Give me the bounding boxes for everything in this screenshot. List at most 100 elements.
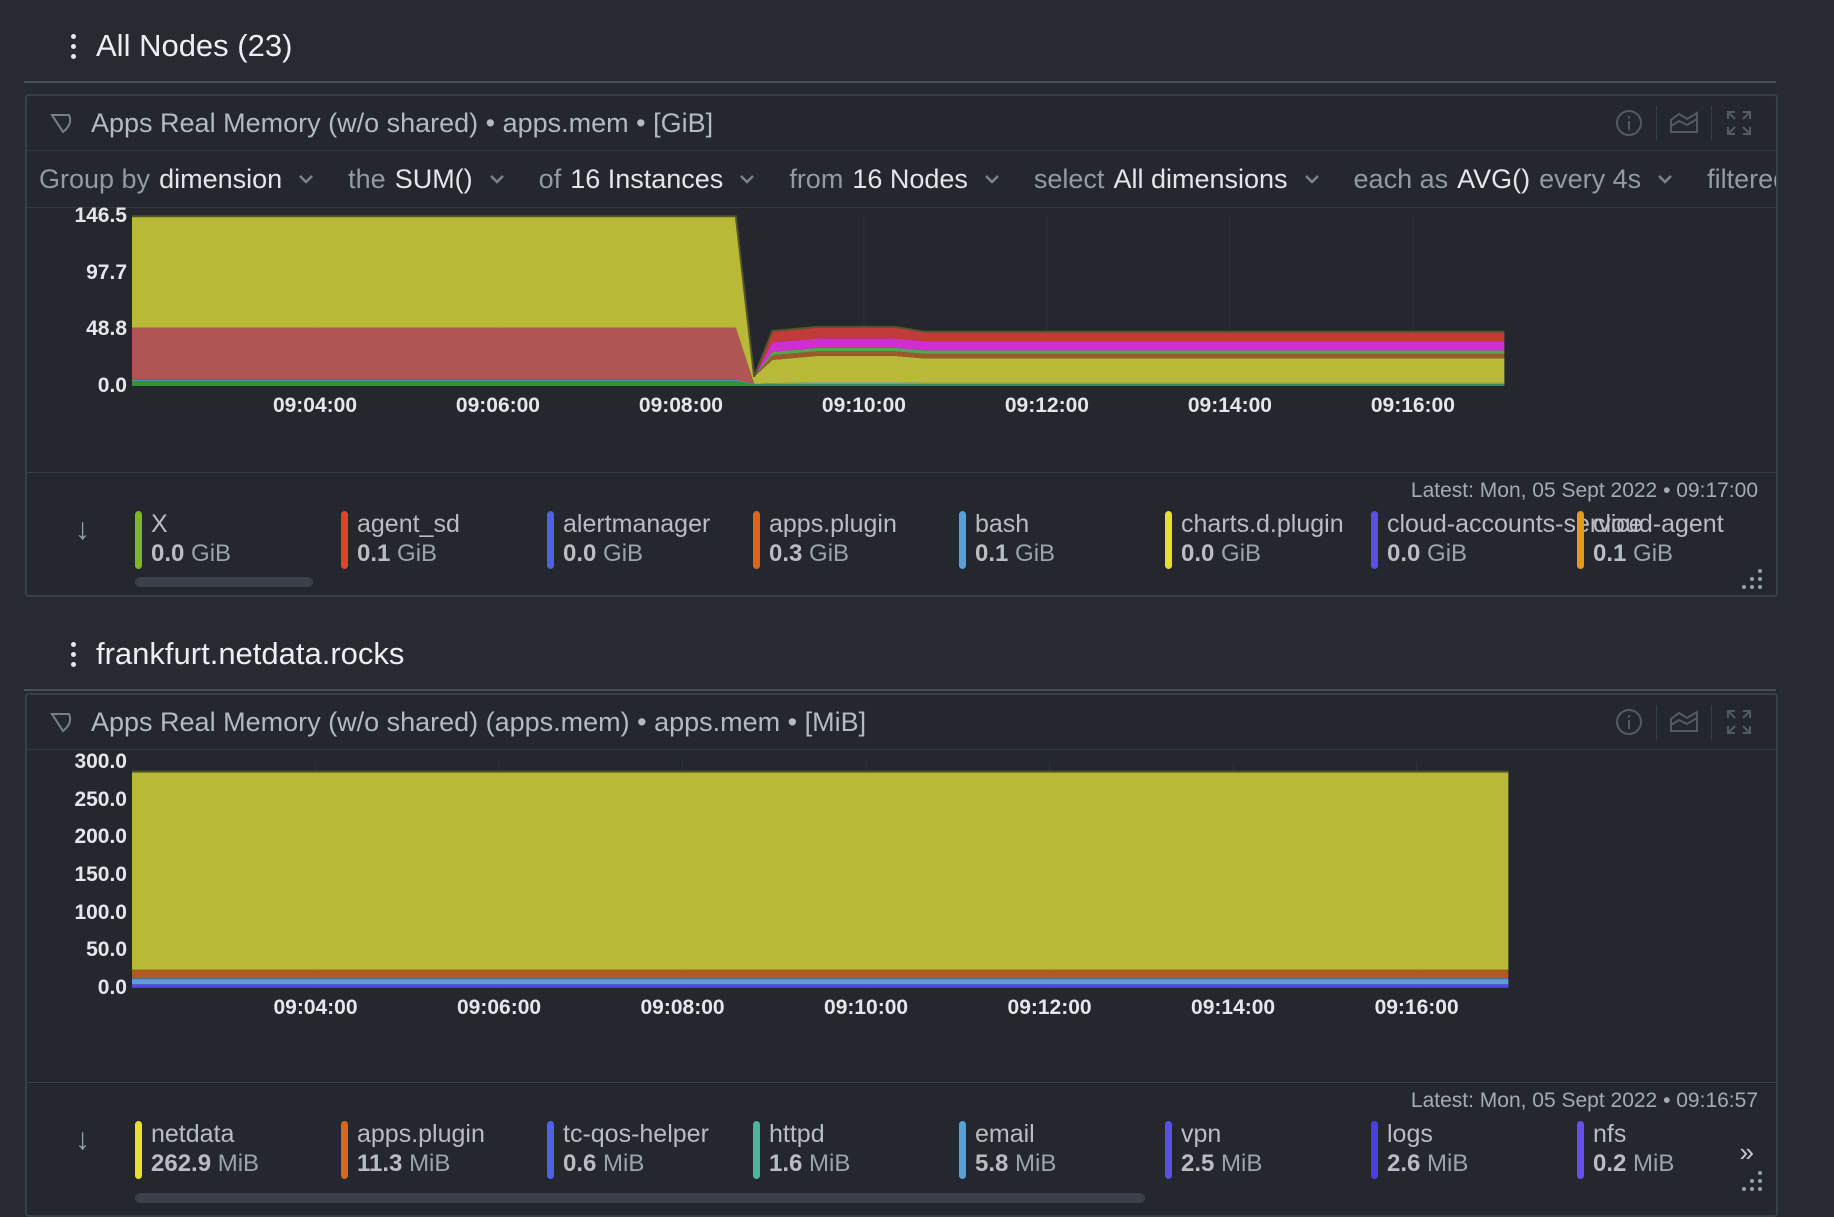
section-menu-icon[interactable]: [66, 642, 80, 667]
chevron-down-icon: [489, 173, 505, 185]
time-aggregation-prefix: each as: [1354, 164, 1449, 195]
legend-item-name: cloud-accounts-service: [1387, 509, 1577, 539]
section-header: frankfurt.netdata.rocks: [66, 626, 404, 682]
info-icon[interactable]: [1610, 104, 1648, 142]
nodes-dropdown[interactable]: from 16 Nodes: [789, 164, 1000, 195]
legend-item-name: httpd: [769, 1119, 959, 1149]
aggregation-dropdown[interactable]: the SUM(): [348, 164, 505, 195]
latest-timestamp: Latest: Mon, 05 Sept 2022 • 09:16:57: [1411, 1089, 1758, 1113]
instances-value: 16 Instances: [570, 164, 723, 195]
legend-item-name: cloud-agent: [1593, 509, 1778, 539]
x-tick-label: 09:04:00: [273, 996, 357, 1020]
chart-title: Apps Real Memory (w/o shared) • apps.mem…: [91, 108, 713, 139]
legend-item-value: 0.6 MiB: [563, 1149, 753, 1179]
series-area-logs: [132, 986, 1508, 988]
x-tick-label: 09:08:00: [641, 996, 725, 1020]
info-icon[interactable]: [1610, 703, 1648, 741]
fullscreen-icon[interactable]: [1720, 703, 1758, 741]
resize-grip-icon[interactable]: [1738, 565, 1764, 591]
y-tick-label: 300.0: [25, 750, 127, 774]
legend-swatch: [135, 1121, 142, 1179]
section-menu-icon[interactable]: [66, 34, 80, 59]
legend-scrollbar[interactable]: [135, 577, 313, 587]
chart-title: Apps Real Memory (w/o shared) (apps.mem)…: [91, 707, 866, 738]
legend-item-name: netdata: [151, 1119, 341, 1149]
legend-sort-arrow-icon[interactable]: ↓: [75, 1123, 90, 1157]
group-by-dimension-dropdown[interactable]: Group by dimension: [39, 164, 314, 195]
y-tick-label: 150.0: [25, 863, 127, 887]
nodes-prefix: from: [789, 164, 843, 195]
y-tick-label: 48.8: [25, 317, 127, 341]
legend-item-value: 0.0 GiB: [563, 539, 753, 569]
legend-item-name: tc-qos-helper: [563, 1119, 753, 1149]
legend-sort-arrow-icon[interactable]: ↓: [75, 513, 90, 547]
legend-item-value: 11.3 MiB: [357, 1149, 547, 1179]
resize-grip-icon[interactable]: [1738, 1167, 1764, 1193]
series-area-apps-plugin: [132, 970, 1508, 979]
legend-swatch: [135, 511, 142, 569]
legend-item-name: X: [151, 509, 341, 539]
chart-type-area-icon[interactable]: [1665, 104, 1703, 142]
time-aggregation-value: AVG(): [1457, 164, 1530, 195]
chevron-down-icon: [739, 173, 755, 185]
filtered-dropdown[interactable]: filtered: [1707, 164, 1776, 195]
chart-type-area-icon[interactable]: [1665, 703, 1703, 741]
legend-item-name: apps.plugin: [357, 1119, 547, 1149]
legend-item-value: 0.0 GiB: [151, 539, 341, 569]
legend-item-name: logs: [1387, 1119, 1577, 1149]
section-divider: [24, 81, 1776, 83]
toolbar-separator: [1711, 106, 1712, 140]
legend-item-value: 2.6 MiB: [1387, 1149, 1577, 1179]
legend-item-value: 0.3 GiB: [769, 539, 959, 569]
toolbar-separator: [1656, 705, 1657, 739]
chevron-down-icon: [298, 173, 314, 185]
legend-swatch: [1577, 511, 1584, 569]
x-tick-label: 09:06:00: [456, 394, 540, 418]
legend-more-icon[interactable]: »: [1740, 1137, 1754, 1168]
legend-scrollbar[interactable]: [135, 1193, 1145, 1203]
chevron-down-icon: [984, 173, 1000, 185]
group-by-value: dimension: [159, 164, 282, 195]
legend-item-value: 262.9 MiB: [151, 1149, 341, 1179]
y-tick-label: 50.0: [25, 938, 127, 962]
x-tick-label: 09:14:00: [1191, 996, 1275, 1020]
legend-item-value: 0.0 GiB: [1387, 539, 1577, 569]
fullscreen-icon[interactable]: [1720, 104, 1758, 142]
dimensions-dropdown[interactable]: select All dimensions: [1034, 164, 1320, 195]
legend-item-name: email: [975, 1119, 1165, 1149]
x-tick-label: 09:16:00: [1371, 394, 1455, 418]
group-by-bar: Group by dimension the SUM() of 16 Insta…: [27, 151, 1776, 208]
series-area-httpd: [132, 979, 1508, 980]
x-tick-label: 09:16:00: [1375, 996, 1459, 1020]
chart-svg[interactable]: [27, 750, 1776, 990]
chart-legend: Latest: Mon, 05 Sept 2022 • 09:16:57 ↓ n…: [27, 1082, 1776, 1217]
section-title: All Nodes (23): [96, 28, 292, 64]
instances-dropdown[interactable]: of 16 Instances: [539, 164, 756, 195]
dimensions-value: All dimensions: [1113, 164, 1287, 195]
chart-header: Apps Real Memory (w/o shared) (apps.mem)…: [27, 695, 1776, 750]
chart-type-icon: [49, 110, 75, 136]
chart-svg[interactable]: [27, 208, 1776, 388]
legend-item-name: alertmanager: [563, 509, 753, 539]
legend-swatch: [959, 1121, 966, 1179]
time-aggregation-dropdown[interactable]: each as AVG() every 4s: [1354, 164, 1674, 195]
legend-item-value: 0.1 GiB: [357, 539, 547, 569]
